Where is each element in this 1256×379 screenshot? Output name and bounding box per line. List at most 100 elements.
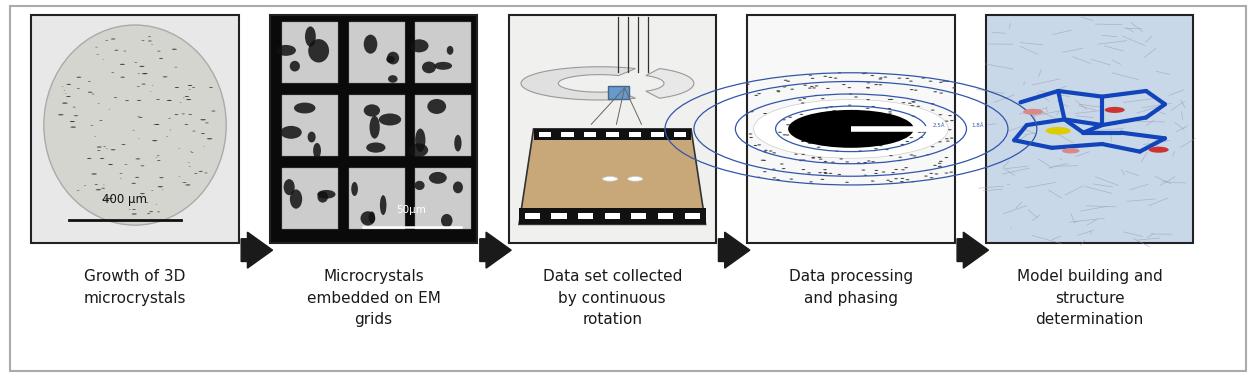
Ellipse shape <box>119 178 122 179</box>
Ellipse shape <box>276 45 296 56</box>
Circle shape <box>902 102 906 103</box>
Circle shape <box>874 173 878 174</box>
Ellipse shape <box>166 136 168 137</box>
Bar <box>561 132 574 137</box>
Ellipse shape <box>132 183 136 184</box>
Circle shape <box>808 172 811 174</box>
Ellipse shape <box>147 213 151 214</box>
Ellipse shape <box>87 158 92 159</box>
Circle shape <box>750 111 754 112</box>
Circle shape <box>878 78 882 80</box>
Circle shape <box>898 160 902 161</box>
Ellipse shape <box>70 121 75 122</box>
Ellipse shape <box>352 182 358 196</box>
Circle shape <box>811 157 815 158</box>
Bar <box>283 168 338 229</box>
Circle shape <box>781 168 785 169</box>
Ellipse shape <box>137 100 141 101</box>
Circle shape <box>811 158 815 159</box>
Circle shape <box>887 180 891 181</box>
Ellipse shape <box>97 150 100 151</box>
Circle shape <box>750 137 754 138</box>
Text: 400 μm: 400 μm <box>102 193 147 206</box>
Ellipse shape <box>185 96 190 97</box>
Circle shape <box>801 169 805 170</box>
Circle shape <box>873 150 877 151</box>
Circle shape <box>845 182 849 183</box>
Circle shape <box>931 110 934 111</box>
Circle shape <box>825 107 829 108</box>
Bar <box>584 132 597 137</box>
Circle shape <box>885 143 889 144</box>
Circle shape <box>848 105 852 106</box>
Text: Microcrystals
embedded on EM
grids: Microcrystals embedded on EM grids <box>306 269 441 327</box>
Circle shape <box>872 106 875 107</box>
Bar <box>747 15 955 243</box>
Ellipse shape <box>158 186 163 187</box>
Circle shape <box>782 119 786 121</box>
Ellipse shape <box>114 50 118 51</box>
Circle shape <box>870 180 874 182</box>
Bar <box>578 213 593 219</box>
Circle shape <box>786 81 790 82</box>
Circle shape <box>924 175 928 177</box>
Circle shape <box>862 73 865 74</box>
Circle shape <box>831 111 835 112</box>
Circle shape <box>867 99 870 100</box>
Circle shape <box>882 171 885 172</box>
Circle shape <box>889 181 893 182</box>
Circle shape <box>877 144 880 146</box>
Circle shape <box>938 163 942 164</box>
Ellipse shape <box>183 182 186 183</box>
Bar <box>414 95 471 156</box>
Circle shape <box>811 143 815 144</box>
Ellipse shape <box>88 81 90 82</box>
Ellipse shape <box>136 158 141 160</box>
Circle shape <box>901 169 904 171</box>
FancyArrow shape <box>718 232 750 268</box>
Circle shape <box>950 120 953 121</box>
Circle shape <box>918 132 922 133</box>
Circle shape <box>929 173 933 174</box>
Circle shape <box>800 114 804 115</box>
Circle shape <box>870 75 874 76</box>
Bar <box>605 213 620 219</box>
Ellipse shape <box>148 36 151 37</box>
Ellipse shape <box>108 164 113 165</box>
Ellipse shape <box>369 116 379 139</box>
Circle shape <box>848 87 852 88</box>
Ellipse shape <box>192 131 196 132</box>
Polygon shape <box>519 129 706 224</box>
Circle shape <box>829 106 833 108</box>
Bar <box>539 132 551 137</box>
Circle shape <box>799 160 803 161</box>
Bar <box>509 15 716 243</box>
Circle shape <box>1022 109 1044 115</box>
Circle shape <box>922 78 926 79</box>
Circle shape <box>818 172 821 173</box>
Ellipse shape <box>172 49 177 50</box>
Ellipse shape <box>90 125 93 126</box>
Ellipse shape <box>175 87 180 88</box>
Ellipse shape <box>142 73 147 74</box>
Circle shape <box>845 161 849 163</box>
Circle shape <box>804 114 898 143</box>
Ellipse shape <box>77 77 82 78</box>
Circle shape <box>831 123 869 135</box>
Circle shape <box>872 161 875 162</box>
Circle shape <box>909 81 913 82</box>
FancyArrow shape <box>241 232 273 268</box>
Ellipse shape <box>387 56 394 63</box>
Circle shape <box>757 93 761 94</box>
Ellipse shape <box>201 133 205 134</box>
Circle shape <box>874 170 878 171</box>
Circle shape <box>945 157 948 158</box>
Polygon shape <box>534 129 691 140</box>
Bar <box>628 132 641 137</box>
Bar <box>551 213 566 219</box>
Circle shape <box>907 133 911 134</box>
Ellipse shape <box>152 140 157 141</box>
Ellipse shape <box>157 160 161 161</box>
Circle shape <box>776 90 780 91</box>
FancyArrow shape <box>480 232 511 268</box>
